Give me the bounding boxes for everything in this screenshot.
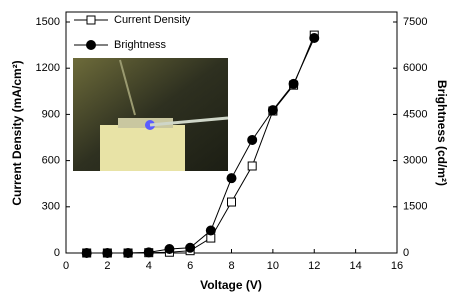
y-axis-title: Current Density (mA/cm²) <box>10 60 24 205</box>
inset-photo <box>73 58 228 171</box>
y-tick-label: 600 <box>42 155 60 167</box>
y2-tick-label: 0 <box>403 247 409 259</box>
y2-tick-label: 4500 <box>403 108 427 120</box>
legend-label: Current Density <box>114 14 191 26</box>
y-tick-label: 900 <box>42 108 60 120</box>
page: Voltage (V) Current Density (mA/cm²) Bri… <box>0 0 453 295</box>
data-point <box>144 248 153 257</box>
data-point <box>228 198 236 206</box>
x-tick-label: 12 <box>308 260 320 272</box>
legend-marker <box>87 41 96 50</box>
data-point <box>248 162 256 170</box>
chart: Voltage (V) Current Density (mA/cm²) Bri… <box>0 0 453 295</box>
x-tick-label: 4 <box>146 260 152 272</box>
y-tick-label: 1200 <box>36 62 60 74</box>
x-axis-title: Voltage (V) <box>200 278 262 292</box>
data-point <box>124 249 133 258</box>
x-tick-label: 6 <box>187 260 193 272</box>
data-point <box>186 243 195 252</box>
data-point <box>227 174 236 183</box>
data-point <box>289 79 298 88</box>
x-tick-label: 8 <box>228 260 234 272</box>
x-tick-label: 0 <box>63 260 69 272</box>
data-point <box>103 249 112 258</box>
data-point <box>310 34 319 43</box>
data-point <box>165 244 174 253</box>
legend-label: Brightness <box>114 39 166 51</box>
y-tick-label: 0 <box>54 247 60 259</box>
y-tick-label: 300 <box>42 201 60 213</box>
y-tick-label: 1500 <box>36 16 60 28</box>
data-point <box>248 135 257 144</box>
y2-axis-title: Brightness (cd/m²) <box>435 80 449 186</box>
x-tick-label: 16 <box>391 260 403 272</box>
x-tick-label: 10 <box>267 260 279 272</box>
legend-marker <box>87 16 95 24</box>
y2-tick-label: 3000 <box>403 155 427 167</box>
x-tick-label: 14 <box>350 260 362 272</box>
y2-tick-label: 7500 <box>403 16 427 28</box>
data-point <box>206 226 215 235</box>
y2-tick-label: 6000 <box>403 62 427 74</box>
y2-tick-label: 1500 <box>403 201 427 213</box>
data-point <box>268 106 277 115</box>
data-point <box>82 249 91 258</box>
x-tick-label: 2 <box>104 260 110 272</box>
